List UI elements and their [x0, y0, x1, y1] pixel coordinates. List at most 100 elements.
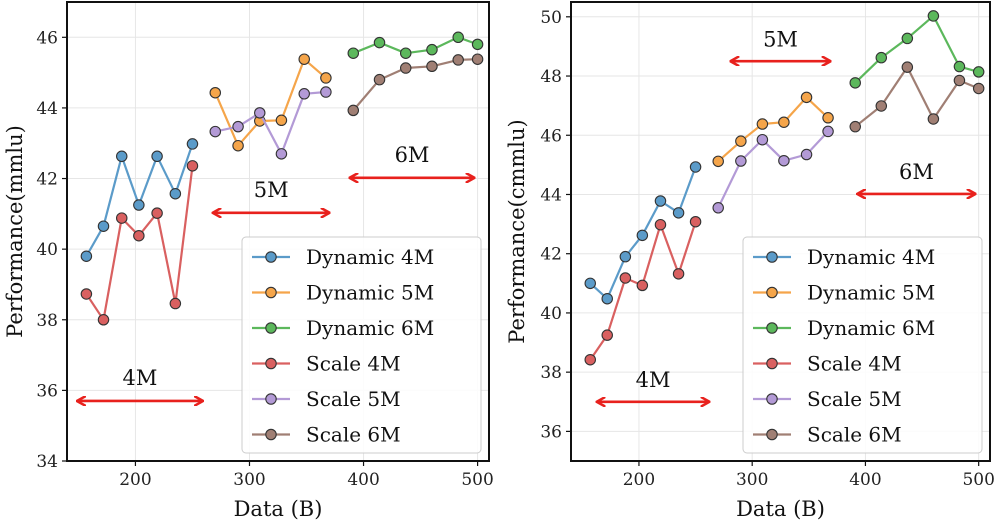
- legend-marker-scale-6m: [766, 428, 778, 441]
- y-tick-label: 46: [36, 28, 58, 48]
- data-point-dynamic-6m: [426, 43, 438, 56]
- data-point-scale-5m: [298, 88, 310, 100]
- legend-label-dynamic-5m: Dynamic 5M: [306, 281, 434, 305]
- x-tick-label: 200: [623, 470, 655, 490]
- legend-label-scale-4m: Scale 4M: [807, 352, 902, 376]
- data-point-dynamic-6m: [399, 47, 412, 59]
- legend-label-dynamic-5m: Dynamic 5M: [807, 281, 935, 305]
- data-point-scale-4m: [619, 272, 632, 284]
- data-point-scale-4m: [654, 218, 667, 231]
- data-point-scale-6m: [927, 113, 940, 125]
- data-point-dynamic-4m: [689, 161, 702, 173]
- y-tick-label: 34: [36, 452, 58, 472]
- data-point-dynamic-4m: [115, 150, 128, 163]
- y-axis-title: Performance(mmlu): [3, 125, 27, 338]
- annotation-label-5m: 5M: [763, 27, 798, 51]
- data-point-dynamic-6m: [927, 10, 940, 22]
- series-line-scale-5m: [717, 130, 829, 209]
- data-point-dynamic-4m: [619, 250, 632, 263]
- plot-frame: [66, 1, 490, 462]
- data-point-scale-5m: [254, 107, 266, 119]
- data-point-scale-4m: [133, 229, 145, 242]
- legend-label-dynamic-6m: Dynamic 6M: [306, 316, 434, 340]
- y-tick-label: 40: [540, 304, 562, 324]
- data-point-scale-5m: [822, 125, 834, 138]
- y-axis-title: Performance(cmmlu): [505, 119, 529, 343]
- data-point-scale-4m: [689, 215, 702, 228]
- legend-label-scale-6m: Scale 6M: [807, 423, 902, 447]
- data-point-dynamic-4m: [80, 250, 93, 262]
- legend-marker-dynamic-6m: [766, 322, 778, 334]
- legend-marker-scale-4m: [766, 357, 778, 370]
- data-point-scale-5m: [778, 154, 790, 167]
- x-tick-label: 300: [736, 470, 768, 490]
- x-tick-label: 300: [233, 470, 265, 490]
- legend-marker-scale-6m: [265, 428, 277, 441]
- y-tick-label: 44: [540, 185, 562, 205]
- data-point-dynamic-4m: [654, 195, 667, 207]
- legend-label-dynamic-4m: Dynamic 4M: [807, 245, 935, 269]
- y-tick-label: 50: [540, 8, 562, 28]
- x-tick-label: 400: [347, 470, 379, 490]
- legend-label-dynamic-4m: Dynamic 4M: [306, 245, 434, 269]
- data-point-dynamic-5m: [800, 91, 813, 104]
- legend: Dynamic 4M Dynamic 5M Dynamic 6M Scale 4M Sc…: [742, 236, 983, 454]
- y-tick-label: 44: [36, 99, 58, 119]
- data-point-dynamic-5m: [209, 86, 222, 99]
- data-point-scale-4m: [636, 279, 649, 292]
- data-point-dynamic-6m: [972, 66, 985, 78]
- data-point-scale-6m: [953, 74, 966, 87]
- y-tick-label: 42: [36, 170, 58, 190]
- data-point-scale-6m: [972, 82, 985, 95]
- data-point-scale-6m: [471, 53, 484, 65]
- data-point-dynamic-4m: [186, 138, 199, 150]
- data-point-scale-4m: [80, 288, 93, 300]
- x-axis-title: Data (B): [736, 497, 825, 521]
- data-point-dynamic-6m: [901, 32, 914, 45]
- data-point-dynamic-4m: [672, 207, 685, 219]
- legend-marker-dynamic-5m: [265, 286, 277, 299]
- data-point-scale-4m: [169, 297, 182, 310]
- data-point-dynamic-5m: [822, 112, 834, 124]
- legend-marker-scale-4m: [265, 357, 277, 370]
- data-point-dynamic-4m: [169, 187, 182, 200]
- legend-marker-scale-5m: [766, 393, 778, 405]
- data-point-scale-6m: [875, 100, 888, 112]
- data-point-scale-5m: [735, 155, 747, 167]
- data-point-scale-4m: [151, 207, 163, 219]
- data-point-scale-6m: [452, 54, 464, 66]
- data-point-dynamic-4m: [97, 220, 110, 232]
- data-point-scale-4m: [601, 329, 613, 341]
- data-point-scale-5m: [756, 133, 769, 146]
- data-point-dynamic-4m: [601, 292, 613, 305]
- y-tick-label: 38: [36, 311, 58, 331]
- legend-marker-dynamic-4m: [766, 251, 778, 263]
- x-axis-title: Data (B): [234, 497, 323, 521]
- chart-panel-2: 200 300 400 500 36 38 40 42 44 46 48 50 Data (B) Perf…: [505, 1, 995, 521]
- data-point-dynamic-6m: [875, 51, 888, 64]
- legend-marker-scale-5m: [265, 393, 277, 405]
- y-tick-label: 38: [540, 363, 562, 383]
- annotation-label-5m: 5M: [254, 178, 289, 202]
- data-point-scale-6m: [373, 73, 386, 86]
- x-tick-label: 500: [962, 470, 994, 490]
- annotation-label-4m: 4M: [636, 368, 671, 392]
- data-point-scale-4m: [97, 314, 110, 326]
- data-point-scale-6m: [901, 61, 914, 73]
- data-point-scale-4m: [672, 268, 685, 280]
- annotation-label-6m: 6M: [395, 143, 430, 167]
- data-point-scale-5m: [232, 120, 244, 133]
- data-point-scale-4m: [584, 353, 597, 366]
- legend-box: [241, 236, 482, 454]
- data-point-dynamic-5m: [275, 114, 288, 127]
- data-point-dynamic-4m: [636, 229, 649, 242]
- data-point-dynamic-6m: [953, 60, 966, 73]
- data-point-scale-4m: [186, 160, 199, 172]
- annotation-label-6m: 6M: [899, 160, 934, 184]
- plot-frame: [570, 1, 991, 462]
- data-point-dynamic-5m: [232, 139, 244, 152]
- data-point-dynamic-6m: [373, 36, 386, 49]
- data-point-dynamic-5m: [298, 53, 310, 65]
- legend-marker-dynamic-6m: [265, 322, 277, 334]
